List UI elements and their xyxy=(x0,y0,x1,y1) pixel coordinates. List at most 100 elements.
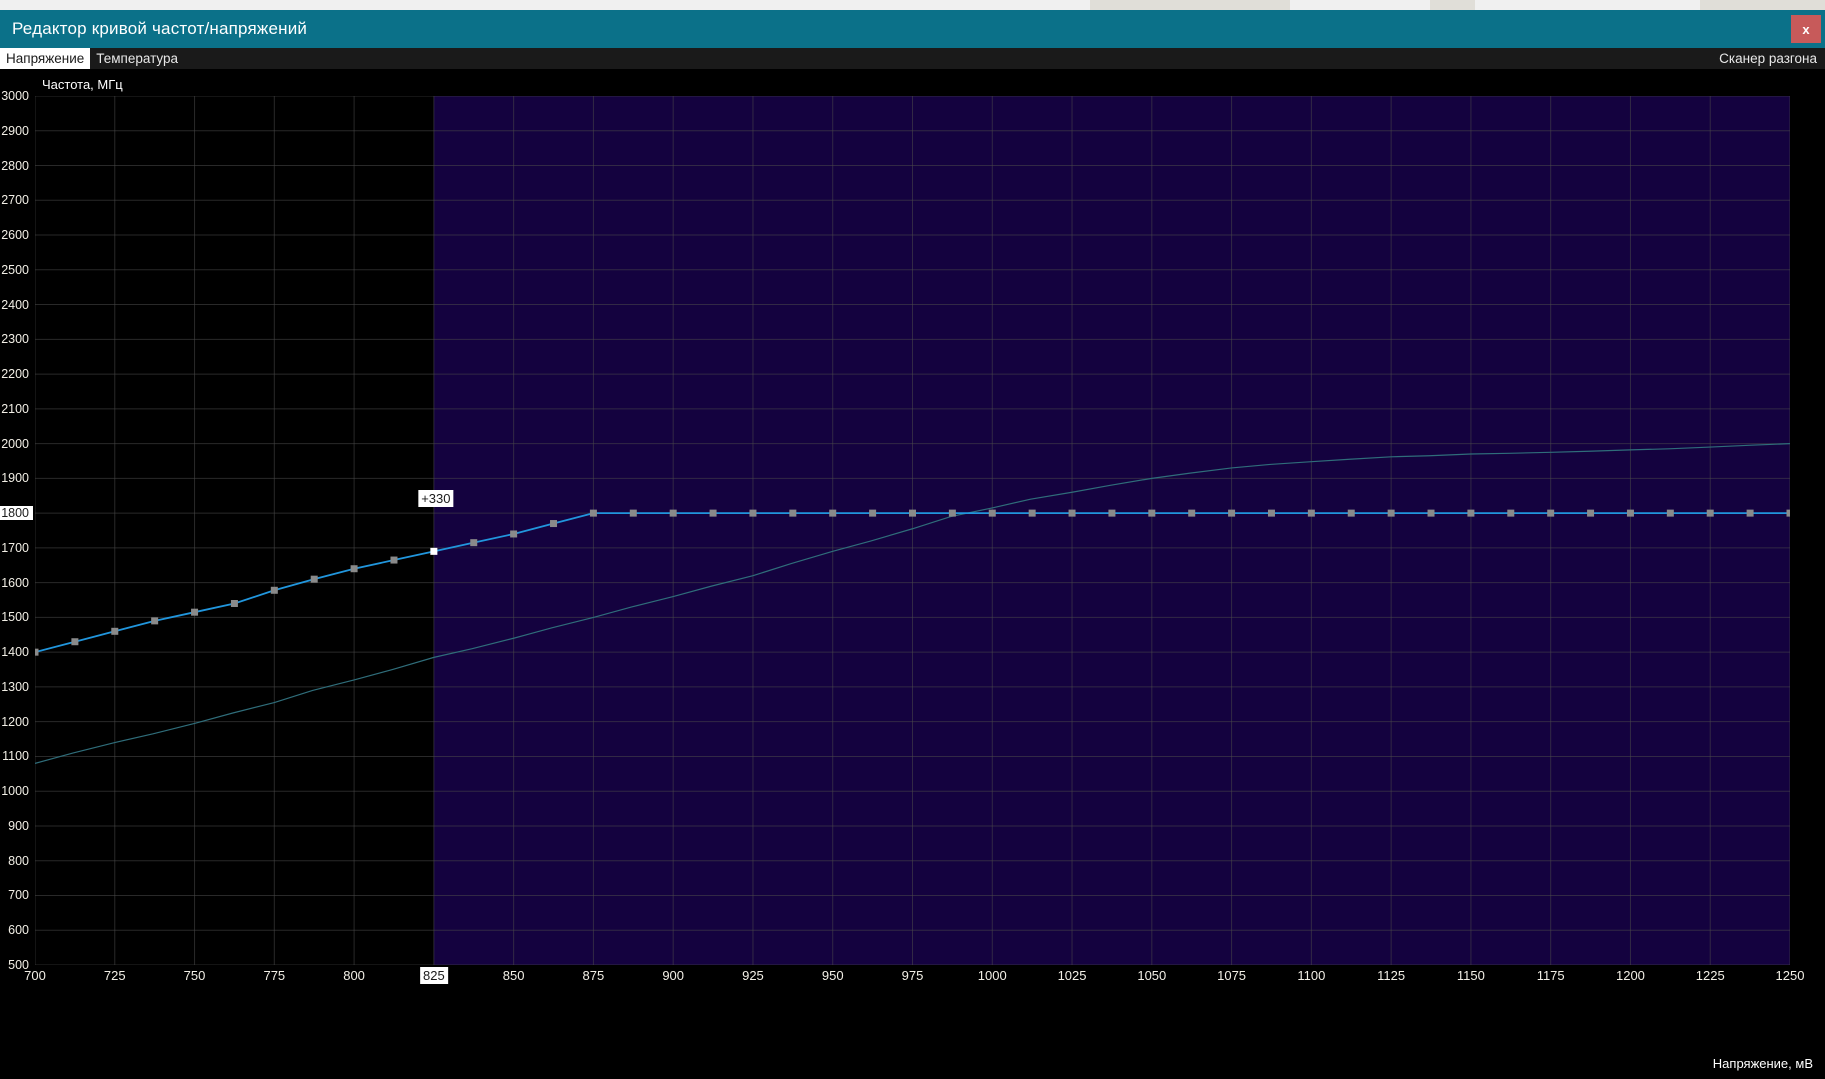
x-axis-tick: 1000 xyxy=(977,968,1007,983)
curve-point-marker[interactable] xyxy=(1068,509,1076,517)
curve-point-marker[interactable] xyxy=(390,556,398,564)
x-axis-tick: 900 xyxy=(662,968,685,983)
curve-point-marker[interactable] xyxy=(1347,509,1355,517)
curve-point-marker[interactable] xyxy=(1507,509,1515,517)
curve-point-marker[interactable] xyxy=(1228,509,1236,517)
curve-point-marker[interactable] xyxy=(191,608,199,616)
curve-point-marker[interactable] xyxy=(1626,509,1634,517)
curve-point-marker[interactable] xyxy=(35,648,39,656)
curve-point-marker[interactable] xyxy=(111,627,119,635)
y-axis-tick: 2200 xyxy=(1,367,29,382)
curve-point-marker[interactable] xyxy=(1108,509,1116,517)
curve-point-marker[interactable] xyxy=(350,565,358,573)
x-axis-tick: 925 xyxy=(742,968,764,983)
curve-point-marker[interactable] xyxy=(1188,509,1196,517)
background-window-segment-2 xyxy=(1430,0,1475,10)
y-axis-tick: 1600 xyxy=(1,575,29,590)
plot-svg xyxy=(35,96,1790,965)
y-axis-ticks: 500 600 700 800 900 1000 1100 1200 1300 1400 1500 1… xyxy=(0,89,33,972)
curve-point-marker[interactable] xyxy=(789,509,797,517)
curve-point-marker[interactable] xyxy=(829,509,837,517)
curve-point-marker[interactable] xyxy=(1547,509,1555,517)
y-axis-tick: 700 xyxy=(8,888,29,903)
x-axis-tick: 975 xyxy=(901,968,924,983)
y-axis-tick: 2500 xyxy=(1,262,29,277)
curve-point-marker[interactable] xyxy=(1267,509,1275,517)
curve-point-marker[interactable] xyxy=(709,509,717,517)
y-axis-tick: 1300 xyxy=(1,679,29,694)
y-axis-tick: 1100 xyxy=(2,749,29,764)
curve-point-marker[interactable] xyxy=(909,509,916,517)
y-axis-tick: 2300 xyxy=(1,332,29,347)
curve-point-marker[interactable] xyxy=(470,539,478,547)
x-axis-tick: 1125 xyxy=(1377,968,1406,983)
curve-point-tooltip: +330 xyxy=(418,490,454,508)
x-axis-tick: 1075 xyxy=(1217,968,1247,983)
x-axis-tick: 850 xyxy=(502,968,525,983)
x-axis-tick: 1250 xyxy=(1775,968,1805,983)
x-axis-tick: 875 xyxy=(582,968,605,983)
y-axis-tick: 2000 xyxy=(1,436,29,451)
x-axis-tick: 1050 xyxy=(1137,968,1167,983)
tab-temperature[interactable]: Температура xyxy=(96,50,179,66)
curve-point-marker[interactable] xyxy=(988,509,996,517)
curve-point-marker[interactable] xyxy=(310,575,318,583)
plot-area[interactable]: +330 xyxy=(35,96,1790,965)
y-axis-tick: 2400 xyxy=(1,297,29,312)
y-axis-tick: 900 xyxy=(8,818,29,833)
shaded-voltage-region xyxy=(433,96,1790,965)
curve-point-marker[interactable] xyxy=(510,530,518,538)
curve-point-marker[interactable] xyxy=(869,509,877,517)
desktop-background-strip xyxy=(0,0,1825,10)
close-icon[interactable]: x xyxy=(1791,15,1821,43)
curve-point-marker[interactable] xyxy=(669,509,677,517)
tab-voltage[interactable]: Напряжение xyxy=(0,48,91,69)
curve-point-marker[interactable] xyxy=(1387,509,1395,517)
y-axis-tick: 2600 xyxy=(1,228,29,243)
y-axis-tick: 1400 xyxy=(1,645,29,660)
curve-point-marker[interactable] xyxy=(1706,509,1714,517)
curve-point-marker[interactable] xyxy=(151,617,159,625)
curve-point-marker[interactable] xyxy=(749,509,757,517)
oc-scanner-link[interactable]: Сканер разгона xyxy=(1719,51,1817,66)
curve-point-marker[interactable] xyxy=(550,520,558,528)
y-axis-tick: 1000 xyxy=(1,784,29,799)
curve-point-marker[interactable] xyxy=(589,509,597,517)
y-axis-title: Частота, МГц xyxy=(42,77,123,92)
tab-bar: Напряжение Температура Сканер разгона xyxy=(0,48,1825,69)
curve-point-marker[interactable] xyxy=(1666,509,1674,517)
curve-point-marker[interactable] xyxy=(270,586,278,594)
curve-point-marker[interactable] xyxy=(1746,509,1754,517)
curve-chart: Частота, МГц Напряжение, мВ 500 600 700 800… xyxy=(0,69,1825,1079)
curve-point-marker[interactable] xyxy=(948,509,956,517)
y-axis-tick: 2900 xyxy=(1,123,29,138)
page-title: Редактор кривой частот/напряжений xyxy=(12,19,308,38)
curve-point-marker[interactable] xyxy=(1587,509,1595,517)
x-axis-tick: 1150 xyxy=(1456,968,1485,983)
y-axis-tick-highlighted: 1800 xyxy=(0,506,33,521)
curve-point-marker[interactable] xyxy=(1307,509,1315,517)
curve-point-marker[interactable] xyxy=(1427,509,1435,517)
x-axis-tick: 700 xyxy=(24,968,46,983)
x-axis-tick: 775 xyxy=(263,968,286,983)
curve-point-selected[interactable] xyxy=(430,547,438,555)
y-axis-tick: 500 xyxy=(8,958,29,972)
background-window-segment-3 xyxy=(1700,0,1825,10)
curve-point-marker[interactable] xyxy=(629,509,637,517)
curve-point-marker[interactable] xyxy=(1786,509,1791,517)
curve-point-marker[interactable] xyxy=(1467,509,1475,517)
x-axis-tick: 1225 xyxy=(1695,968,1725,983)
curve-point-marker[interactable] xyxy=(71,638,79,646)
y-axis-tick: 1500 xyxy=(1,610,29,625)
curve-point-marker[interactable] xyxy=(1148,509,1156,517)
y-axis-tick: 2700 xyxy=(1,193,29,208)
x-axis-tick: 750 xyxy=(183,968,206,983)
curve-point-marker[interactable] xyxy=(1028,509,1036,517)
y-axis-tick: 1900 xyxy=(1,471,29,486)
x-axis-title: Напряжение, мВ xyxy=(1712,1056,1813,1071)
y-axis-tick: 1700 xyxy=(1,540,29,555)
y-axis-tick: 600 xyxy=(8,923,29,938)
curve-point-marker[interactable] xyxy=(230,599,238,607)
x-axis-tick: 725 xyxy=(103,968,126,983)
